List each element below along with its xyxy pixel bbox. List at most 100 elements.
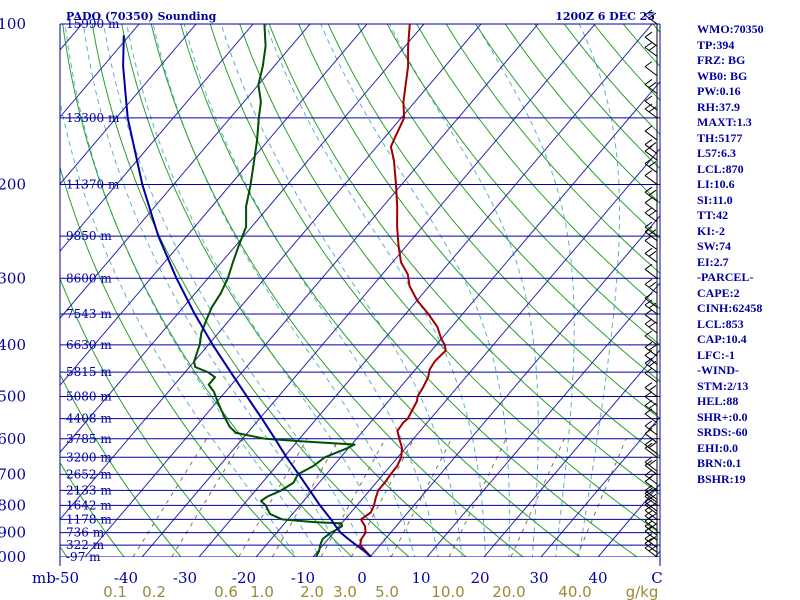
- wind-barb: [644, 537, 658, 553]
- wind-barb: [644, 139, 658, 154]
- series-layer: [122, 24, 447, 557]
- index-line: LI:10.6: [697, 177, 735, 191]
- index-line: TP:394: [697, 37, 735, 52]
- parcel-profile: [122, 35, 372, 557]
- index-line: SHR+:0.0: [697, 409, 748, 424]
- index-line: WB0: BG: [697, 68, 748, 83]
- wind-barb: [644, 533, 658, 548]
- pressure-unit-label: mb: [32, 569, 56, 587]
- dry-adiabat: [268, 24, 660, 496]
- dry-adiabat: [239, 24, 660, 535]
- temperature-tick-label: 20: [470, 569, 489, 587]
- dry-adiabat: [298, 24, 660, 457]
- mixing-ratio-tick-label: 0.6: [214, 583, 238, 600]
- index-line: BRN:0.1: [697, 456, 742, 470]
- temperature-tick-label: -20: [232, 569, 256, 587]
- temperature-tick-label: 40: [588, 569, 607, 587]
- wind-barb: [644, 247, 658, 263]
- dry-adiabat: [357, 24, 660, 383]
- wind-barb: [644, 278, 658, 294]
- height-label: 7543 m: [66, 307, 112, 321]
- pressure-tick-label: 200: [0, 175, 26, 193]
- index-line: TH:5177: [697, 130, 743, 145]
- temperature-tick-labels: -50 -40 -30 -20 -10 0 10 20 30 40 C: [55, 569, 663, 587]
- temperature-tick-label: 10: [411, 569, 430, 587]
- moist-adiabat: [265, 24, 486, 557]
- isotherm-line: [198, 24, 653, 557]
- moist-adiabat: [220, 24, 463, 557]
- chart-title: PADO (70350) Sounding: [66, 10, 217, 23]
- index-line: LCL:853: [697, 316, 744, 331]
- isotherm-line: [312, 147, 660, 557]
- wind-barb: [644, 420, 658, 436]
- isotherm-line: [255, 80, 660, 557]
- wind-barb: [644, 515, 658, 531]
- dry-adiabat: [60, 165, 296, 557]
- wind-barb: [644, 235, 658, 250]
- wind-barb: [644, 31, 658, 47]
- pressure-tick-label: 500: [0, 388, 26, 406]
- index-line: PW:0.16: [697, 84, 741, 98]
- dry-adiabat: [416, 24, 660, 310]
- index-line: WMO:70350: [697, 22, 764, 36]
- height-label: -97 m: [66, 550, 101, 564]
- mixing-ratio-tick-label: 2.0: [300, 583, 324, 600]
- wind-barb: [644, 292, 658, 308]
- isotherm-line: [60, 24, 425, 454]
- dry-adiabat: [445, 24, 660, 274]
- index-line: CAPE:2: [697, 285, 740, 300]
- wind-barb: [644, 525, 658, 541]
- wind-barb: [644, 349, 658, 365]
- wind-barb: [644, 442, 658, 458]
- isotherm-line: [540, 416, 660, 557]
- wind-barb: [644, 263, 658, 279]
- wind-barb: [644, 428, 658, 443]
- isotherm-line: [0, 12, 35, 568]
- wind-barb: [644, 125, 658, 141]
- index-line: CINH:62458: [697, 301, 763, 315]
- height-label: 2652 m: [66, 467, 112, 481]
- index-line: CAP:10.4: [697, 332, 747, 346]
- index-line: TT:42: [697, 208, 729, 222]
- height-label: 15990 m: [66, 17, 120, 31]
- mixing-ratio-tick-label: 20.0: [492, 583, 525, 600]
- wind-barb: [644, 367, 658, 383]
- height-label: 5080 m: [66, 390, 112, 404]
- wind-barb: [644, 542, 658, 558]
- index-line: KI:-2: [697, 223, 725, 238]
- temperature-tick-label: -40: [114, 569, 138, 587]
- isotherm-line: [369, 215, 660, 557]
- wind-barb: [644, 318, 658, 334]
- mixing-ratio-tick-label: 0.1: [103, 583, 127, 600]
- wind-barb: [644, 41, 658, 57]
- pressure-tick-label: 600: [0, 430, 26, 448]
- moist-adiabat: [388, 24, 539, 557]
- index-line: STM:2/13: [697, 378, 749, 393]
- isotherm-line: [141, 24, 596, 557]
- pressure-tick-label: 100: [0, 15, 26, 33]
- index-line: HEL:88: [697, 394, 739, 408]
- isotherm-line: [60, 24, 368, 387]
- wind-barb: [644, 460, 658, 475]
- wind-barb: [644, 382, 658, 397]
- wind-barb: [644, 504, 658, 520]
- height-label: 1178 m: [66, 512, 112, 526]
- wind-barb: [644, 158, 658, 173]
- mixing-ratio-line: [576, 438, 627, 557]
- pressure-tick-label: 800: [0, 496, 26, 514]
- mixing-ratio-tick-label: 0.2: [142, 583, 166, 600]
- moist-adiabat: [320, 24, 510, 557]
- temperature-tick-label: 0: [357, 569, 367, 587]
- mixing-ratio-line: [510, 438, 565, 557]
- wind-barb: [644, 309, 658, 325]
- mixing-ratio-line: [350, 438, 415, 557]
- mixing-ratio-tick-label: 1.0: [250, 583, 274, 600]
- mixing-ratio-line: [390, 438, 452, 557]
- pressure-tick-label: 1000: [0, 548, 26, 566]
- index-line: SW:74: [697, 239, 732, 253]
- wind-barb: [644, 79, 658, 94]
- temperature-tick-label: -10: [291, 569, 315, 587]
- moist-adiabat: [82, 24, 344, 557]
- dry-adiabat: [0, 12, 17, 568]
